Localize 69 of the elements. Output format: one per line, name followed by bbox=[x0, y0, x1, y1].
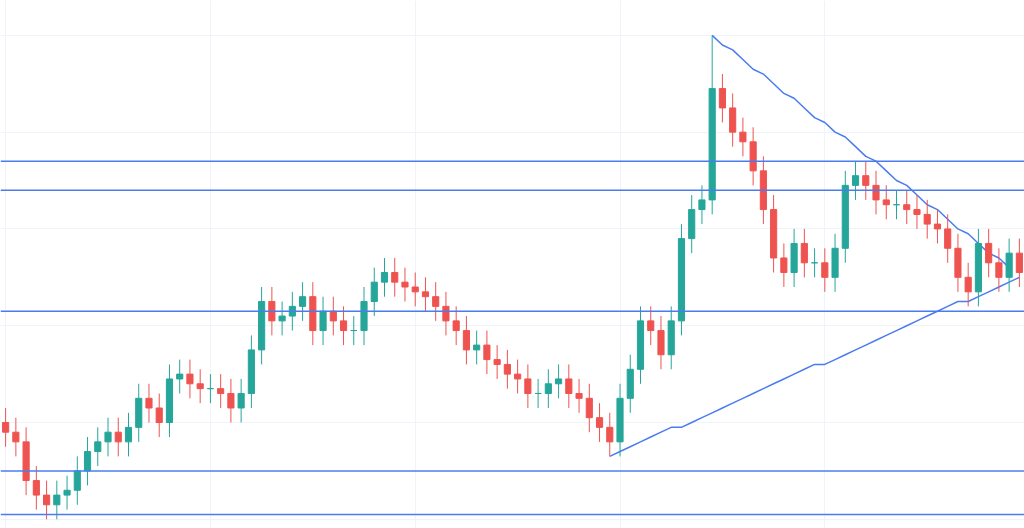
candlestick bbox=[73, 455, 81, 506]
candlestick bbox=[186, 359, 194, 399]
candlestick bbox=[923, 199, 931, 240]
candlestick bbox=[442, 291, 450, 336]
candlestick bbox=[32, 465, 40, 511]
candlestick bbox=[155, 392, 163, 438]
candlestick bbox=[104, 417, 112, 457]
candlestick bbox=[585, 383, 593, 433]
candlestick bbox=[565, 363, 573, 409]
candlestick bbox=[227, 378, 235, 424]
candlestick bbox=[145, 383, 153, 424]
candlestick bbox=[473, 330, 481, 365]
candlestick bbox=[872, 170, 880, 215]
candlestick bbox=[124, 412, 133, 457]
candlestick bbox=[114, 417, 122, 457]
candlestick bbox=[851, 160, 860, 201]
candlestick bbox=[268, 286, 276, 336]
candlestick bbox=[995, 247, 1003, 293]
candlestick bbox=[647, 305, 655, 346]
candlestick bbox=[63, 475, 71, 511]
candlestick bbox=[319, 296, 327, 346]
candlestick bbox=[862, 160, 870, 201]
candlestick bbox=[380, 257, 389, 298]
candlestick bbox=[698, 184, 706, 225]
candlestick bbox=[503, 349, 511, 390]
candlestick bbox=[985, 228, 993, 278]
candlestick bbox=[83, 436, 92, 486]
candlestick bbox=[524, 363, 532, 409]
candlestick bbox=[53, 480, 61, 520]
candlestick bbox=[1015, 238, 1023, 288]
candlestick bbox=[739, 117, 747, 157]
candlestick bbox=[401, 267, 409, 303]
candlestick bbox=[329, 296, 337, 336]
candlestick bbox=[411, 271, 419, 307]
candlestick bbox=[462, 315, 470, 365]
candlestick bbox=[913, 194, 921, 230]
candlestick bbox=[237, 378, 245, 424]
candlestick bbox=[903, 189, 911, 225]
candlestick bbox=[800, 228, 808, 278]
candlestick bbox=[176, 359, 184, 394]
candlestick bbox=[514, 359, 522, 394]
candlestick bbox=[780, 242, 788, 288]
candlestick bbox=[339, 305, 348, 346]
candlestick bbox=[555, 363, 563, 399]
candlestick bbox=[544, 368, 552, 409]
candlestick bbox=[452, 305, 460, 346]
candlestick bbox=[2, 407, 10, 448]
candlestick bbox=[718, 73, 726, 123]
candlestick bbox=[964, 262, 972, 307]
candlestick bbox=[12, 417, 20, 457]
candlestick bbox=[432, 281, 440, 322]
candlestick bbox=[299, 281, 307, 322]
candlestick bbox=[575, 378, 583, 414]
candlestick bbox=[43, 480, 51, 520]
candlestick bbox=[595, 402, 604, 443]
candlestick bbox=[421, 276, 430, 312]
candlestick bbox=[933, 209, 942, 244]
candlestick bbox=[606, 412, 614, 457]
candlestick bbox=[821, 247, 829, 293]
candlestick bbox=[944, 213, 952, 264]
candlestick bbox=[94, 426, 102, 467]
candlestick bbox=[493, 344, 501, 380]
candlestick bbox=[217, 373, 225, 409]
candlestick bbox=[483, 330, 491, 375]
candlestick bbox=[370, 267, 378, 317]
candlestick bbox=[196, 368, 204, 404]
candlestick bbox=[882, 184, 890, 220]
candlestick bbox=[278, 301, 286, 336]
candlestick bbox=[391, 257, 399, 298]
